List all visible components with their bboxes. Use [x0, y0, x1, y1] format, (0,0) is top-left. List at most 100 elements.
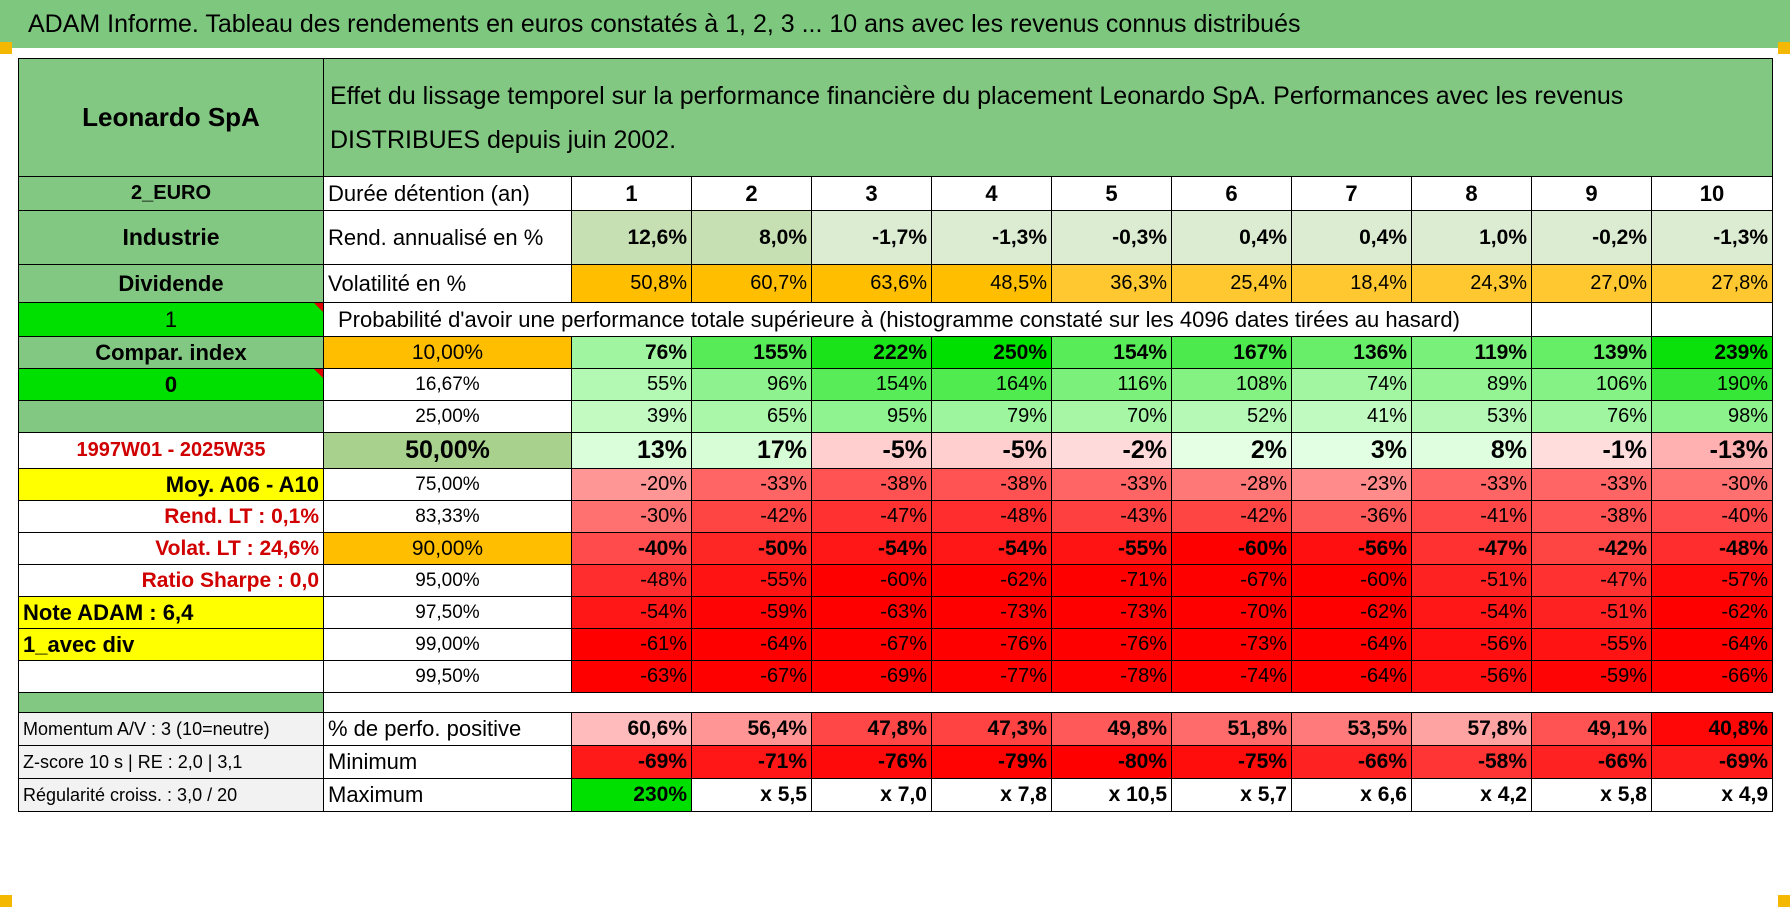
- quantile-cell: -56%: [1291, 532, 1412, 565]
- year-header: 8: [1411, 176, 1532, 211]
- quantile-cell: -54%: [931, 532, 1052, 565]
- option-flag-0: 0: [18, 368, 324, 401]
- quantile-cell: 13%: [571, 432, 692, 469]
- quantile-cell: 2%: [1171, 432, 1292, 469]
- year-header: 6: [1171, 176, 1292, 211]
- positive-perf-cell: 47,3%: [931, 712, 1052, 746]
- annual-return-cell: 12,6%: [571, 210, 692, 265]
- quantile-cell: -5%: [811, 432, 932, 469]
- quantile-cell: -67%: [691, 660, 812, 693]
- quantile-cell: 3%: [1291, 432, 1412, 469]
- annual-return-cell: 1,0%: [1411, 210, 1532, 265]
- quantile-cell: -60%: [1291, 564, 1412, 597]
- quantile-cell: -55%: [1051, 532, 1172, 565]
- quantile-cell: -33%: [691, 468, 812, 501]
- quantile-cell: -57%: [1650, 564, 1774, 597]
- quantile-cell: 108%: [1171, 368, 1292, 401]
- quantile-cell: -40%: [571, 532, 692, 565]
- quantile-cell: 52%: [1171, 400, 1292, 433]
- quantile-cell: 79%: [931, 400, 1052, 433]
- minimum-cell: -79%: [931, 745, 1052, 779]
- option-flag-1: 1: [18, 302, 324, 337]
- empty-cell: [322, 692, 1773, 713]
- corner-marker: [0, 42, 12, 54]
- quantile-cell: -60%: [1171, 532, 1292, 565]
- maximum-cell: 230%: [571, 778, 692, 812]
- asset-name: Leonardo SpA: [18, 58, 324, 177]
- quantile-cell: 70%: [1051, 400, 1172, 433]
- quantile-cell: -64%: [691, 628, 812, 661]
- stats-label: Maximum: [323, 778, 572, 812]
- quantile-cell: -74%: [1171, 660, 1292, 693]
- quantile-cell: 65%: [691, 400, 812, 433]
- quantile-cell: 106%: [1531, 368, 1652, 401]
- quantile-cell: -36%: [1291, 500, 1412, 533]
- year-header: 7: [1291, 176, 1412, 211]
- quantile-label: 90,00%: [323, 532, 572, 565]
- volatility-cell: 27,8%: [1650, 264, 1774, 303]
- quantile-cell: -50%: [691, 532, 812, 565]
- green-spacer: [18, 400, 324, 433]
- quantile-cell: 98%: [1650, 400, 1774, 433]
- year-header: 1: [571, 176, 692, 211]
- quantile-cell: 239%: [1650, 336, 1774, 369]
- rend-label: Rend. annualisé en %: [323, 210, 572, 265]
- quantile-label: 97,50%: [323, 596, 572, 629]
- quantile-cell: -47%: [1531, 564, 1652, 597]
- quantile-cell: -42%: [1171, 500, 1292, 533]
- stats-row: Z-score 10 s | RE : 2,0 | 3,1 Minimum -69%…: [18, 745, 1774, 779]
- quantile-cell: -48%: [571, 564, 692, 597]
- quantile-cell: -61%: [571, 628, 692, 661]
- quantile-cell: 190%: [1650, 368, 1774, 401]
- quantile-row: 25,00% 39% 65% 95% 79% 70% 52% 41% 53% 76% 98%: [18, 400, 1774, 433]
- performance-table: Leonardo SpA Effet du lissage temporel s…: [18, 58, 1774, 812]
- stats-label: Minimum: [323, 745, 572, 779]
- year-header: 3: [811, 176, 932, 211]
- quantile-cell: -62%: [1650, 596, 1774, 629]
- quantile-cell: 39%: [571, 400, 692, 433]
- quantile-cell: -30%: [1650, 468, 1774, 501]
- quantile-label: 10,00%: [323, 336, 572, 369]
- corner-marker: [0, 895, 12, 907]
- quantile-cell: 139%: [1531, 336, 1652, 369]
- quantile-cell: -64%: [1291, 660, 1412, 693]
- quantile-cell: -23%: [1291, 468, 1412, 501]
- positive-perf-cell: 40,8%: [1650, 712, 1774, 746]
- quantile-cell: -38%: [1531, 500, 1652, 533]
- annual-return-cell: -1,7%: [811, 210, 932, 265]
- quantile-cell: -48%: [931, 500, 1052, 533]
- quantile-cell: -13%: [1650, 432, 1774, 469]
- quantile-cell: 53%: [1411, 400, 1532, 433]
- quantile-cell: -2%: [1051, 432, 1172, 469]
- quantile-cell: -54%: [811, 532, 932, 565]
- minimum-cell: -66%: [1531, 745, 1652, 779]
- quantile-cell: -30%: [571, 500, 692, 533]
- quantile-row: Compar. index 10,00% 76% 155% 222% 250% 154% 16…: [18, 336, 1774, 369]
- compar-index-label: Compar. index: [18, 336, 324, 369]
- quantile-cell: -69%: [811, 660, 932, 693]
- quantile-cell: -62%: [931, 564, 1052, 597]
- quantile-cell: 222%: [811, 336, 932, 369]
- volatility-cell: 48,5%: [931, 264, 1052, 303]
- year-header: 9: [1531, 176, 1652, 211]
- quantile-cell: -40%: [1650, 500, 1774, 533]
- positive-perf-cell: 60,6%: [571, 712, 692, 746]
- maximum-cell: x 5,7: [1171, 778, 1292, 812]
- quantile-cell: -47%: [811, 500, 932, 533]
- positive-perf-cell: 51,8%: [1171, 712, 1292, 746]
- average-label: Moy. A06 - A10: [18, 468, 324, 501]
- quantile-cell: 116%: [1051, 368, 1172, 401]
- quantile-cell: 76%: [571, 336, 692, 369]
- stats-side-label: Momentum A/V : 3 (10=neutre): [18, 712, 324, 746]
- quantile-cell: -51%: [1531, 596, 1652, 629]
- annual-return-cell: 0,4%: [1291, 210, 1412, 265]
- quantile-cell: -33%: [1051, 468, 1172, 501]
- quantile-cell: -42%: [1531, 532, 1652, 565]
- quantile-cell: -41%: [1411, 500, 1532, 533]
- quantile-row: 99,50% -63% -67% -69% -77% -78% -74% -64% -56% -5…: [18, 660, 1774, 693]
- maximum-cell: x 4,9: [1650, 778, 1774, 812]
- quantile-cell: -59%: [1531, 660, 1652, 693]
- vol-label: Volatilité en %: [323, 264, 572, 303]
- minimum-cell: -80%: [1051, 745, 1172, 779]
- quantile-cell: 154%: [1051, 336, 1172, 369]
